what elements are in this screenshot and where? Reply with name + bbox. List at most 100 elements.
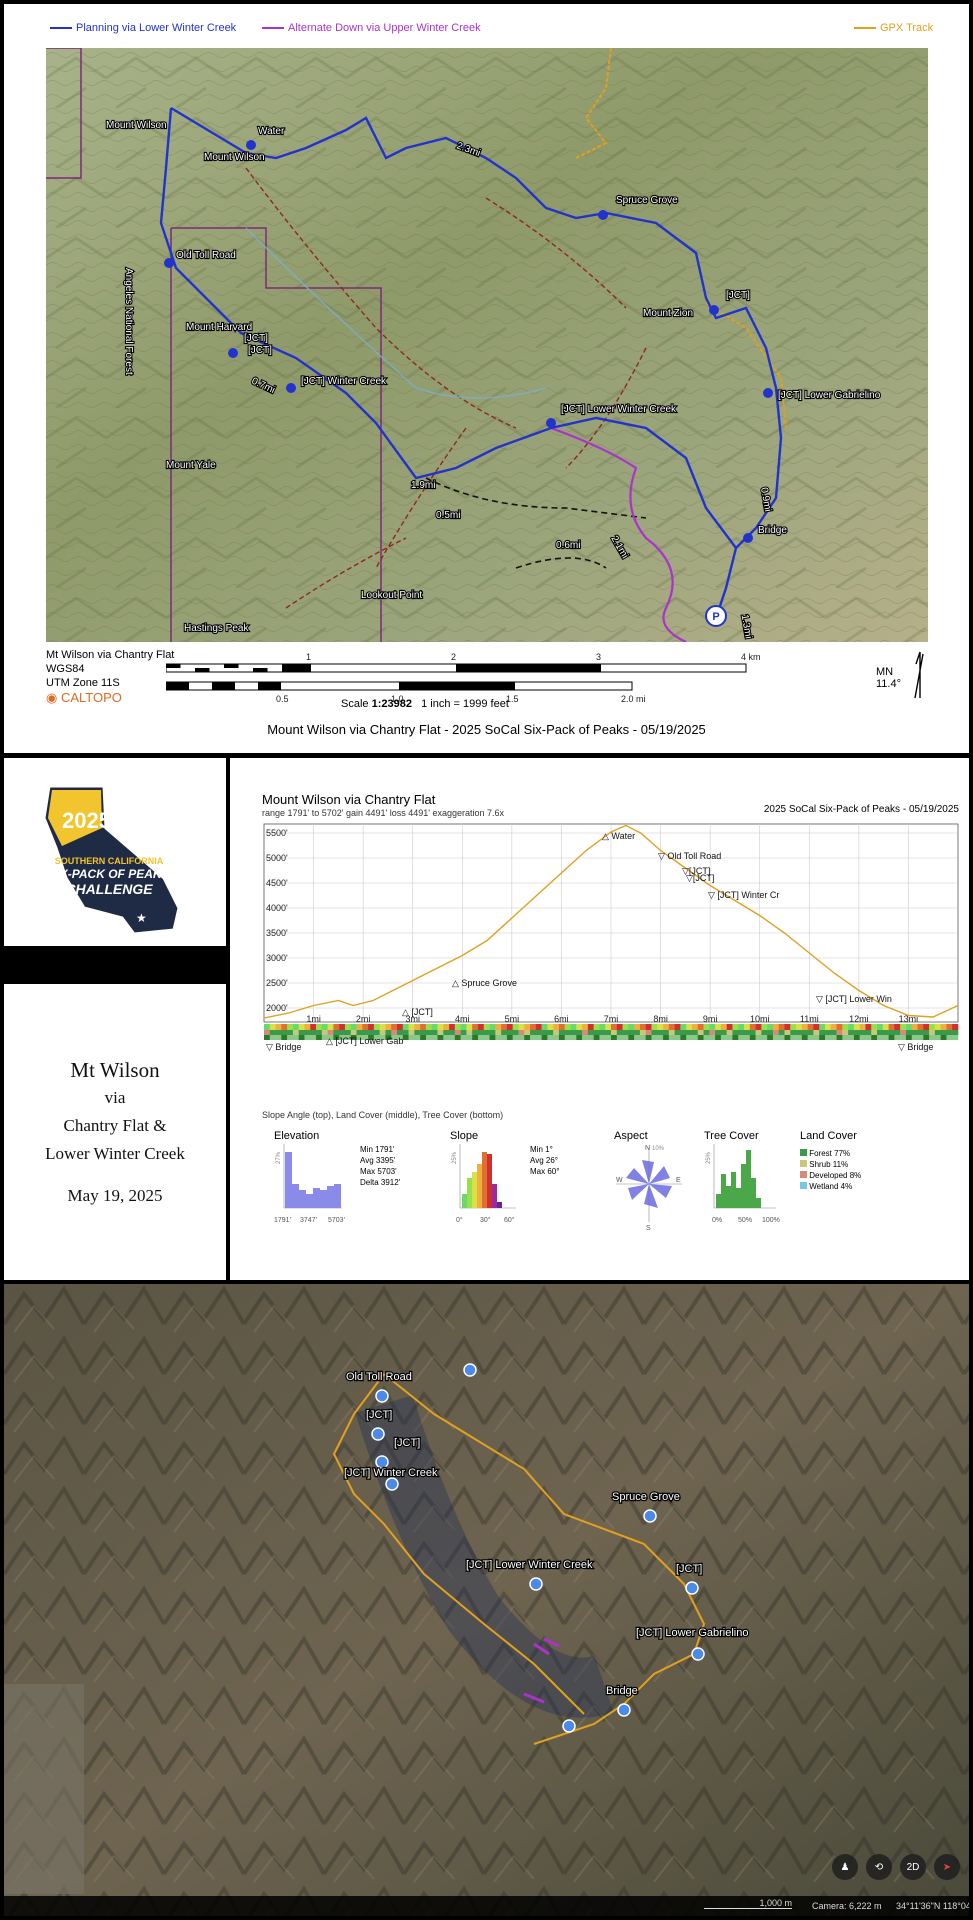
marker-bridge[interactable]: [743, 533, 753, 543]
slope-strip-cell: [784, 1024, 791, 1030]
slope-strip-cell: [796, 1024, 803, 1030]
pin-jct-lower-winter[interactable]: [529, 1577, 543, 1591]
slope-strip-cell: [720, 1024, 727, 1030]
marker-jct-a[interactable]: [228, 348, 238, 358]
pin-parking[interactable]: [562, 1719, 576, 1733]
land-strip-cell: [310, 1030, 317, 1035]
trip-title-panel: Mt Wilson via Chantry Flat & Lower Winte…: [4, 984, 226, 1280]
map-legend: Planning via Lower Winter Creek Alternat…: [4, 4, 969, 44]
wp-spruce-grove: △ Spruce Grove: [452, 978, 517, 988]
slope-strip-cell: [287, 1024, 294, 1030]
land-strip-cell: [391, 1030, 398, 1035]
land-strip-cell: [605, 1030, 612, 1035]
wp-jct-lower-win: ▽ [JCT] Lower Win: [816, 994, 892, 1004]
earth-label-winter-creek: [JCT] Winter Creek: [344, 1467, 438, 1479]
pin-lower-gab[interactable]: [691, 1647, 705, 1661]
x-tick-label: 8mi: [653, 1014, 668, 1024]
slope-strip-cell: [425, 1024, 433, 1030]
marker-jct-lower-gabrielino[interactable]: [763, 388, 773, 398]
land-strip-cell: [715, 1030, 722, 1035]
elev-hist-max: 5703': [328, 1217, 345, 1224]
slope-strip-cell: [934, 1024, 941, 1030]
marker-jct-lower-winter-creek[interactable]: [546, 418, 556, 428]
marker-jct-winter-creek[interactable]: [286, 383, 296, 393]
tilt-icon[interactable]: ⟲: [866, 1854, 892, 1880]
parking-marker[interactable]: [705, 605, 727, 627]
toggle-2d-button[interactable]: 2D: [900, 1854, 926, 1880]
land-strip-cell: [454, 1030, 461, 1035]
pin-bridge[interactable]: [617, 1703, 631, 1717]
land-strip-cell: [680, 1030, 687, 1035]
slope-strip-cell: [830, 1024, 837, 1030]
compass-icon[interactable]: ➤: [934, 1854, 960, 1880]
slope-strip-cell: [715, 1024, 722, 1030]
land-strip-cell: [917, 1030, 924, 1035]
tree-strip-cell: [905, 1035, 913, 1040]
logo-line1: SOUTHERN CALIFORNIA: [55, 856, 164, 866]
slope-strip-cell: [686, 1024, 693, 1030]
x-tick-label: 7mi: [604, 1014, 619, 1024]
slope-strip-cell: [911, 1024, 918, 1030]
land-strip-cell: [460, 1030, 467, 1035]
tree-tick-0: 0%: [712, 1217, 722, 1224]
land-strip-cell: [356, 1030, 363, 1035]
land-strip-cell: [691, 1030, 699, 1035]
satellite-3d-view[interactable]: Old Toll Road [JCT] [JCT] [JCT] Winter C…: [4, 1284, 969, 1916]
pin-water[interactable]: [463, 1363, 477, 1377]
tree-strip-cell: [628, 1035, 635, 1040]
strip-legend-note: Slope Angle (top), Land Cover (middle), …: [262, 1110, 504, 1120]
slope-strip-cell: [379, 1024, 386, 1030]
tree-strip-cell: [327, 1035, 334, 1040]
gpx-track-3d: [332, 1373, 706, 1745]
tree-strip-cell: [356, 1035, 363, 1040]
shadowed-canyon: [355, 1395, 614, 1718]
marker-spruce-grove[interactable]: [598, 210, 608, 220]
land-strip-cell: [362, 1030, 369, 1035]
slope-strip-cell: [408, 1024, 415, 1030]
land-strip-cell: [344, 1030, 352, 1035]
pin-jct-winter[interactable]: [385, 1477, 399, 1491]
tree-tick-50: 50%: [738, 1217, 752, 1224]
land-strip-cell: [934, 1030, 941, 1035]
x-tick-label: 10mi: [750, 1014, 770, 1024]
pegman-icon[interactable]: ♟: [832, 1854, 858, 1880]
legend-planning-swatch: [50, 27, 72, 29]
legend-alternate: Alternate Down via Upper Winter Creek: [262, 22, 481, 34]
tree-strip-cell: [477, 1035, 485, 1040]
scale-value: 1:23982: [371, 698, 412, 710]
land-shrub-label: Shrub 11%: [809, 1160, 849, 1169]
pin-jct-1[interactable]: [371, 1427, 385, 1441]
topo-map[interactable]: P Mount Wilson Water Mount Wilson Old To…: [46, 48, 928, 642]
y-tick-labels: 2000' 2500' 3000' 3500' 4000' 4500' 5000' 5500': [266, 828, 288, 1013]
marker-old-toll-road[interactable]: [164, 258, 174, 268]
marker-jct-c[interactable]: [709, 305, 719, 315]
tree-strip-cell: [645, 1035, 652, 1040]
tree-strip-cell: [316, 1035, 323, 1040]
land-strip-cell: [813, 1030, 820, 1035]
tree-strip-cell: [865, 1035, 872, 1040]
satellite-svg: Old Toll Road [JCT] [JCT] [JCT] Winter C…: [4, 1284, 969, 1916]
map-name: Mt Wilson via Chantry Flat: [46, 649, 175, 661]
pin-spruce-grove[interactable]: [643, 1509, 657, 1523]
land-strip-cell: [616, 1030, 623, 1035]
alternate-route-3d: [523, 1637, 560, 1704]
slope-strip-cell: [639, 1024, 646, 1030]
tree-strip-cell: [373, 1035, 380, 1040]
tree-strip-cell: [605, 1035, 612, 1040]
y-tick-label: 4000': [266, 903, 288, 913]
land-strip-cell: [755, 1030, 762, 1035]
pin-jct-2[interactable]: [375, 1455, 389, 1469]
tree-strip-cell: [923, 1035, 930, 1040]
elev-max: Max 5703': [360, 1167, 397, 1176]
label-dist-09: 0.9mi: [758, 487, 773, 513]
marker-water[interactable]: [246, 140, 256, 150]
tree-strip-cell: [391, 1035, 398, 1040]
slope-strip-cell: [726, 1024, 733, 1030]
pin-jct-3[interactable]: [685, 1581, 699, 1595]
map-utm: UTM Zone 11S: [46, 677, 120, 689]
land-strip-cell: [339, 1030, 346, 1035]
pin-old-toll[interactable]: [375, 1389, 389, 1403]
tree-strip-cell: [570, 1035, 577, 1040]
tree-strip-cell: [385, 1035, 392, 1040]
map-info: Mt Wilson via Chantry Flat WGS84 UTM Zon…: [46, 648, 174, 705]
